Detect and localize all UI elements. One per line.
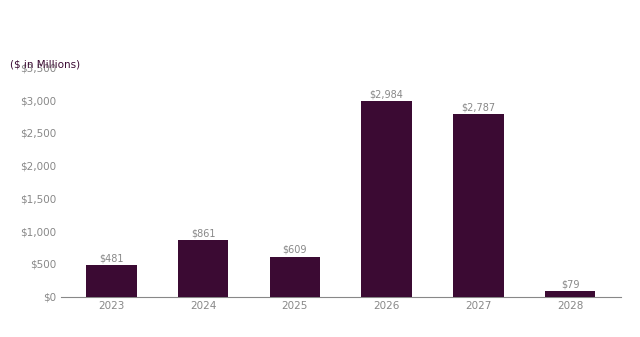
Bar (86, 265, 137, 297)
Text: $2,984: $2,984 (370, 89, 404, 99)
Bar (178, 240, 228, 297)
Text: $609: $609 (283, 245, 307, 255)
Bar (362, 101, 412, 297)
Bar (269, 257, 320, 297)
Text: ($ in Millions): ($ in Millions) (10, 59, 80, 69)
Text: $79: $79 (561, 280, 579, 289)
Bar (453, 114, 504, 297)
Bar (545, 292, 595, 297)
Text: (1): (1) (465, 7, 479, 16)
Text: $481: $481 (99, 253, 124, 263)
Text: Fully Extended Loan Maturities: Fully Extended Loan Maturities (198, 15, 442, 29)
Text: $861: $861 (191, 228, 216, 238)
Text: Fully Extended Loan Maturities: Fully Extended Loan Maturities (198, 15, 442, 29)
Text: $2,787: $2,787 (461, 102, 495, 112)
